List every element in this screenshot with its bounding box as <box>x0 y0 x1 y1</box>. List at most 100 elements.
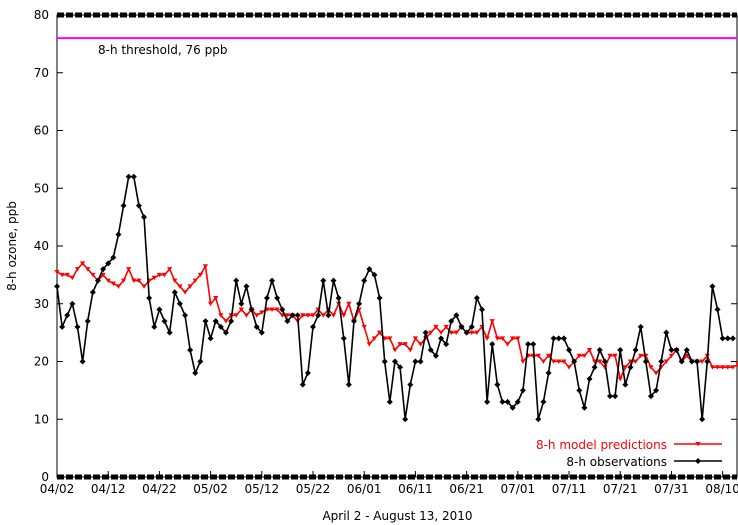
model-point <box>428 330 434 336</box>
observation-point <box>284 318 291 325</box>
model-point <box>59 272 65 278</box>
model-point <box>141 284 147 289</box>
observation-point <box>704 358 711 365</box>
model-point <box>392 347 398 353</box>
observation-point <box>566 346 573 353</box>
observation-point <box>105 260 112 267</box>
model-point <box>105 278 111 284</box>
observation-point <box>187 346 194 353</box>
model-point <box>387 336 393 341</box>
observation-point <box>560 335 567 342</box>
model-point <box>64 272 70 278</box>
model-point <box>438 330 444 336</box>
model-point <box>714 365 721 370</box>
model-point <box>407 347 413 353</box>
x-axis-label: April 2 - August 13, 2010 <box>322 509 472 523</box>
model-point <box>535 353 541 359</box>
model-point <box>115 284 122 289</box>
observation-point <box>422 329 429 336</box>
model-point <box>259 310 265 315</box>
observation-point <box>115 231 122 238</box>
model-point <box>510 336 516 341</box>
observation-point <box>258 329 265 336</box>
observation-point <box>325 312 332 319</box>
axis-layer: 0 10 20 30 40 50 60 70 80 04/02 04/12 04/22 05/02 05/… <box>34 8 738 496</box>
plot-border <box>56 14 738 478</box>
y-tick-label: 10 <box>34 412 49 426</box>
observation-point <box>217 323 224 330</box>
observation-point <box>596 346 603 353</box>
observation-point <box>463 329 470 336</box>
model-point <box>90 272 96 278</box>
observation-point <box>509 404 516 411</box>
legend: 8-h model predictions 8-h observations <box>536 438 722 469</box>
observation-point <box>427 346 434 353</box>
observation-point <box>141 214 148 221</box>
observation-point <box>361 277 368 284</box>
x-tick-label: 04/02 <box>40 482 75 496</box>
observation-point <box>555 335 562 342</box>
observation-point <box>694 358 701 365</box>
observation-point <box>438 335 445 342</box>
model-point <box>709 365 715 370</box>
observation-point <box>69 300 76 307</box>
observation-point <box>381 358 388 365</box>
observation-point <box>320 277 327 284</box>
observation-point <box>709 283 716 290</box>
observation-point <box>130 173 137 180</box>
observation-point <box>350 318 357 325</box>
model-point <box>586 347 593 353</box>
model-point <box>320 313 326 318</box>
model-point <box>218 313 224 318</box>
model-point <box>376 330 383 336</box>
model-point <box>208 301 214 307</box>
model-point <box>566 365 572 370</box>
observation-point <box>622 381 629 388</box>
observation-point <box>248 306 255 313</box>
observation-point <box>489 341 496 348</box>
observation-point <box>110 254 117 261</box>
observation-point <box>545 370 552 377</box>
model-point <box>233 313 239 318</box>
model-point <box>284 313 291 318</box>
model-point <box>735 362 738 367</box>
x-tick-label: 08/10 <box>705 482 738 496</box>
observation-point <box>504 398 511 405</box>
x-tick-label: 05/22 <box>296 482 331 496</box>
observation-point <box>412 358 419 365</box>
observation-point <box>125 173 132 180</box>
x-tick-label: 06/21 <box>449 482 484 496</box>
x-tick-label: 04/12 <box>91 482 126 496</box>
model-point <box>310 313 316 318</box>
observation-point <box>535 416 542 423</box>
observation-point <box>176 300 183 307</box>
observation-point <box>699 416 706 423</box>
observation-point <box>683 346 690 353</box>
model-point <box>653 371 659 376</box>
threshold-label: 8-h threshold, 76 ppb <box>98 43 227 57</box>
observation-point <box>637 323 644 330</box>
model-point <box>504 342 511 347</box>
y-tick-label: 60 <box>34 124 49 138</box>
model-point <box>167 267 173 272</box>
model-point <box>151 275 157 281</box>
model-point <box>192 278 198 284</box>
legend-observations-marker <box>695 458 701 464</box>
observation-point <box>243 283 250 290</box>
model-point <box>581 353 587 359</box>
observation-point <box>279 306 286 313</box>
observation-point <box>94 277 101 284</box>
model-point <box>80 261 86 266</box>
observation-point <box>668 346 675 353</box>
model-point <box>254 313 260 318</box>
model-point <box>202 264 209 269</box>
model-point <box>499 336 506 341</box>
model-point <box>668 353 675 359</box>
model-point <box>85 267 91 272</box>
observation-point <box>632 346 639 353</box>
model-point <box>612 353 618 359</box>
model-point <box>638 353 644 359</box>
model-point <box>238 307 244 312</box>
observation-point <box>397 364 404 371</box>
model-point <box>213 295 219 301</box>
